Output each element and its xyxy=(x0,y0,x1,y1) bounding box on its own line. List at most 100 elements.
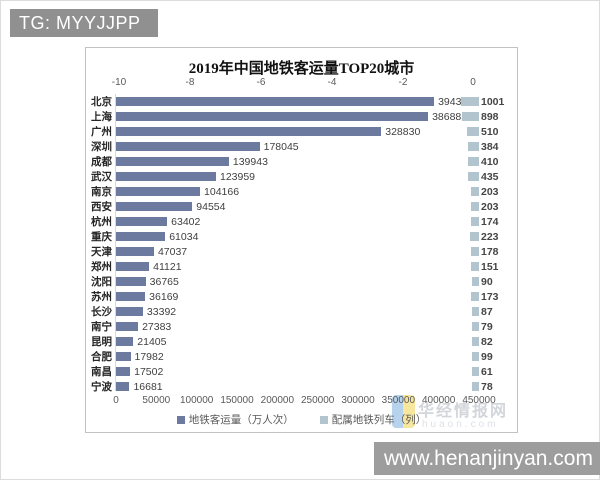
bottom-axis-tick: 400000 xyxy=(421,395,456,406)
train-bar xyxy=(471,352,479,361)
train-series-swatch-icon xyxy=(319,415,328,424)
table-row: 长沙 33392 87 xyxy=(88,304,515,319)
table-row: 西安 94554 203 xyxy=(88,199,515,214)
bar-rows: 北京 394318 1001 上海 386885 898 广州 328830 510 深圳 1780… xyxy=(88,94,515,394)
train-value: 898 xyxy=(481,110,499,123)
passenger-bar xyxy=(116,172,216,181)
passenger-value: 63402 xyxy=(171,215,201,228)
city-label: 郑州 xyxy=(91,261,112,273)
train-value: 78 xyxy=(481,380,493,393)
passenger-value: 47037 xyxy=(157,245,188,258)
table-row: 天津 47037 178 xyxy=(88,244,515,259)
city-label: 深圳 xyxy=(91,141,112,153)
watermark-logo-icon xyxy=(392,395,415,428)
city-label: 天津 xyxy=(91,246,112,258)
bottom-axis-tick: 200000 xyxy=(260,395,295,406)
city-label: 武汉 xyxy=(91,171,112,183)
city-label: 重庆 xyxy=(91,231,112,243)
train-value: 174 xyxy=(481,215,499,228)
table-row: 南昌 17502 61 xyxy=(88,364,515,379)
passenger-value: 33392 xyxy=(146,305,177,318)
train-value: 99 xyxy=(481,350,493,363)
table-row: 北京 394318 1001 xyxy=(88,94,515,109)
passenger-value: 328830 xyxy=(385,125,421,138)
top-axis-tick: -8 xyxy=(185,77,195,88)
city-label: 苏州 xyxy=(91,291,112,303)
passenger-bar xyxy=(116,382,130,391)
passenger-value: 139943 xyxy=(232,155,268,168)
table-row: 武汉 123959 435 xyxy=(88,169,515,184)
passenger-series-swatch-icon xyxy=(176,415,185,424)
passenger-bar xyxy=(116,217,168,226)
train-value: 173 xyxy=(481,290,499,303)
top-axis-tick: 0 xyxy=(470,77,476,88)
bottom-axis-tick: 300000 xyxy=(341,395,375,406)
top-axis-tick: -10 xyxy=(111,77,127,88)
bottom-axis-tick: 100000 xyxy=(179,395,214,406)
table-row: 苏州 36169 173 xyxy=(88,289,515,304)
train-bar xyxy=(468,142,479,151)
legend: 地铁客运量（万人次） 配属地铁列车（列） xyxy=(86,412,517,427)
table-row: 合肥 17982 99 xyxy=(88,349,515,364)
bottom-axis-tick: 50000 xyxy=(142,395,171,406)
passenger-value: 16681 xyxy=(133,380,163,393)
city-label: 成都 xyxy=(91,156,112,168)
city-label: 广州 xyxy=(91,126,112,138)
table-row: 郑州 41121 151 xyxy=(88,259,515,274)
table-row: 成都 139943 410 xyxy=(88,154,515,169)
train-value: 510 xyxy=(481,125,499,138)
train-bar xyxy=(466,127,479,136)
category-axis-line xyxy=(115,94,116,391)
table-row: 昆明 21405 82 xyxy=(88,334,515,349)
train-bar xyxy=(472,367,479,376)
train-value: 384 xyxy=(481,140,499,153)
passenger-value: 36765 xyxy=(149,275,179,288)
train-value: 178 xyxy=(481,245,499,258)
table-row: 上海 386885 898 xyxy=(88,109,515,124)
train-bar xyxy=(461,97,479,106)
train-bar xyxy=(472,337,479,346)
top-axis-tick: -2 xyxy=(398,77,408,88)
train-bar xyxy=(470,187,479,196)
train-value: 82 xyxy=(481,335,493,348)
city-label: 上海 xyxy=(91,111,112,123)
city-label: 杭州 xyxy=(91,216,112,228)
train-bar xyxy=(468,157,479,166)
passenger-bar xyxy=(116,127,382,136)
train-value: 151 xyxy=(481,260,499,273)
passenger-value: 123959 xyxy=(219,170,256,183)
passenger-value: 36169 xyxy=(149,290,179,303)
train-bar xyxy=(471,262,479,271)
passenger-bar xyxy=(116,292,146,301)
city-label: 南昌 xyxy=(91,366,112,378)
table-row: 广州 328830 510 xyxy=(88,124,515,139)
legend-label-passengers: 地铁客运量（万人次） xyxy=(188,414,294,426)
table-row: 南宁 27383 79 xyxy=(88,319,515,334)
train-bar xyxy=(470,247,479,256)
train-bar xyxy=(472,307,479,316)
passenger-bar xyxy=(116,367,131,376)
legend-item-trains: 配属地铁列车（列） xyxy=(319,412,426,427)
passenger-value: 178045 xyxy=(263,140,299,153)
legend-item-passengers: 地铁客运量（万人次） xyxy=(176,412,294,427)
passenger-bar xyxy=(116,262,150,271)
city-label: 北京 xyxy=(91,96,112,108)
train-value: 61 xyxy=(481,365,493,378)
train-value: 203 xyxy=(481,200,499,213)
train-bar xyxy=(470,217,479,226)
city-label: 南京 xyxy=(91,186,112,198)
bottom-axis-tick: 0 xyxy=(113,395,119,406)
passenger-bar xyxy=(116,97,435,106)
passenger-bar xyxy=(116,157,229,166)
passenger-bar xyxy=(116,337,134,346)
top-axis-tick: -4 xyxy=(327,77,337,88)
train-value: 87 xyxy=(481,305,493,318)
table-row: 沈阳 36765 90 xyxy=(88,274,515,289)
train-bar xyxy=(470,232,479,241)
city-label: 宁波 xyxy=(91,381,112,393)
passenger-bar xyxy=(116,322,139,331)
passenger-value: 94554 xyxy=(196,200,226,213)
table-row: 南京 104166 203 xyxy=(88,184,515,199)
watermark-domain: huaon.com xyxy=(422,419,499,430)
